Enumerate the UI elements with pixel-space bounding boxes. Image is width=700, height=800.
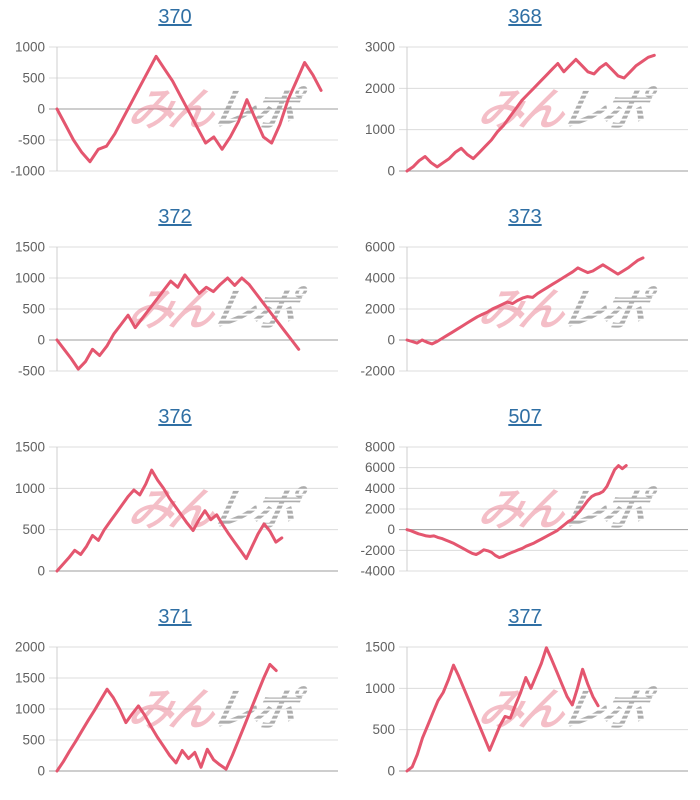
y-axis-tick-label: 2000 (365, 502, 395, 517)
payout-line-series (405, 53, 656, 173)
payout-line-series (405, 256, 645, 346)
svg-text:みんレポ: みんレポ (124, 284, 309, 334)
y-axis-tick-label: 8000 (365, 440, 395, 455)
chart-cell: 371 2000 1500 1000 500 0 みんレポ (0, 600, 350, 800)
chart-title-row: 373 (350, 200, 700, 234)
payout-line-series (55, 54, 323, 164)
minrepo-watermark: みんレポ (124, 284, 309, 334)
chart-cell: 368 3000 2000 1000 0 みんレポ (350, 0, 700, 200)
chart-title-row: 370 (0, 0, 350, 34)
y-axis-tick-label: 0 (387, 764, 395, 779)
y-axis-tick-label: 6000 (365, 460, 395, 475)
line-chart-368: 3000 2000 1000 0 みんレポ (365, 40, 688, 179)
chart-title-row: 377 (350, 600, 700, 634)
y-axis-tick-label: 2000 (365, 81, 395, 96)
y-axis-tick-label: 1000 (365, 122, 395, 137)
y-axis-tick-label: 1000 (15, 702, 45, 717)
y-axis-tick-label: -2000 (360, 543, 395, 558)
chart-title-row: 507 (350, 400, 700, 434)
y-axis-tick-label: -500 (18, 364, 45, 379)
chart-cell: 372 1500 1000 500 0 -500 みんレポ (0, 200, 350, 400)
y-axis-tick-label: 0 (387, 333, 395, 348)
y-axis-tick-label: 1500 (15, 440, 45, 455)
y-axis-tick-label: -2000 (360, 364, 395, 379)
payout-line-series (405, 464, 628, 560)
machine-number-link-373[interactable]: 373 (508, 205, 542, 228)
chart-cell: 507 8000 6000 4000 2000 0 -2000 -4000 みんレポ (350, 400, 700, 600)
y-axis-tick-label: 1000 (15, 40, 45, 55)
y-axis-tick-label: 0 (37, 333, 45, 348)
y-axis-tick-label: 500 (22, 302, 45, 317)
y-axis-tick-label: 0 (37, 764, 45, 779)
machine-number-link-507[interactable]: 507 (508, 405, 542, 428)
chart-cell: 376 1500 1000 500 0 みんレポ (0, 400, 350, 600)
y-axis-tick-label: 1500 (15, 240, 45, 255)
chart-cell: 373 6000 4000 2000 0 -2000 みんレポ (350, 200, 700, 400)
line-chart-373: 6000 4000 2000 0 -2000 みんレポ (360, 240, 688, 379)
payout-line-series (55, 468, 284, 573)
y-axis-tick-label: 0 (387, 164, 395, 179)
machine-number-link-368[interactable]: 368 (508, 5, 542, 28)
y-axis-tick-label: 1500 (365, 640, 395, 655)
minrepo-watermark: みんレポ (474, 484, 659, 534)
machine-number-link-376[interactable]: 376 (158, 405, 192, 428)
payout-line-series (55, 662, 278, 773)
y-axis-tick-label: 0 (387, 522, 395, 537)
y-axis-tick-label: 1500 (15, 671, 45, 686)
y-axis-tick-label: -4000 (360, 564, 395, 579)
machine-number-link-372[interactable]: 372 (158, 205, 192, 228)
y-axis-tick-label: -500 (18, 133, 45, 148)
y-axis-tick-label: 2000 (365, 302, 395, 317)
svg-text:みんレポ: みんレポ (474, 484, 659, 534)
line-chart-376: 1500 1000 500 0 みんレポ (15, 440, 338, 579)
y-axis-tick-label: 6000 (365, 240, 395, 255)
chart-cell: 377 1500 1000 500 0 みんレポ (350, 600, 700, 800)
y-axis-tick-label: 4000 (365, 271, 395, 286)
y-axis-tick-label: 500 (22, 733, 45, 748)
machine-number-link-371[interactable]: 371 (158, 605, 192, 628)
minrepo-watermark: みんレポ (474, 84, 659, 134)
chart-title-row: 368 (350, 0, 700, 34)
y-axis-tick-label: 0 (37, 564, 45, 579)
svg-text:みんレポ: みんレポ (474, 84, 659, 134)
y-axis-tick-label: 500 (22, 522, 45, 537)
y-axis-tick-label: -1000 (10, 164, 45, 179)
chart-title-row: 376 (0, 400, 350, 434)
chart-title-row: 372 (0, 200, 350, 234)
machine-number-link-370[interactable]: 370 (158, 5, 192, 28)
y-axis-tick-label: 2000 (15, 640, 45, 655)
y-axis-tick-label: 500 (22, 71, 45, 86)
machine-number-link-377[interactable]: 377 (508, 605, 542, 628)
y-axis-tick-label: 1000 (365, 681, 395, 696)
chart-title-row: 371 (0, 600, 350, 634)
y-axis-tick-label: 4000 (365, 481, 395, 496)
minrepo-watermark: みんレポ (124, 484, 309, 534)
line-chart-507: 8000 6000 4000 2000 0 -2000 -4000 みんレポ (360, 440, 688, 579)
payout-line-series (55, 273, 301, 371)
svg-text:みんレポ: みんレポ (474, 284, 659, 334)
y-axis-tick-label: 500 (372, 722, 395, 737)
line-chart-370: 1000 500 0 -500 -1000 みんレポ (10, 40, 338, 179)
minrepo-watermark: みんレポ (474, 284, 659, 334)
y-axis-tick-label: 1000 (15, 481, 45, 496)
y-axis-tick-label: 3000 (365, 40, 395, 55)
line-chart-372: 1500 1000 500 0 -500 みんレポ (15, 240, 338, 379)
y-axis-tick-label: 1000 (15, 271, 45, 286)
svg-text:みんレポ: みんレポ (124, 484, 309, 534)
svg-text:みんレポ: みんレポ (124, 84, 309, 134)
chart-cell: 370 1000 500 0 -500 -1000 みんレポ (0, 0, 350, 200)
minrepo-watermark: みんレポ (124, 84, 309, 134)
y-axis-tick-label: 0 (37, 102, 45, 117)
payout-line-series (405, 646, 600, 773)
